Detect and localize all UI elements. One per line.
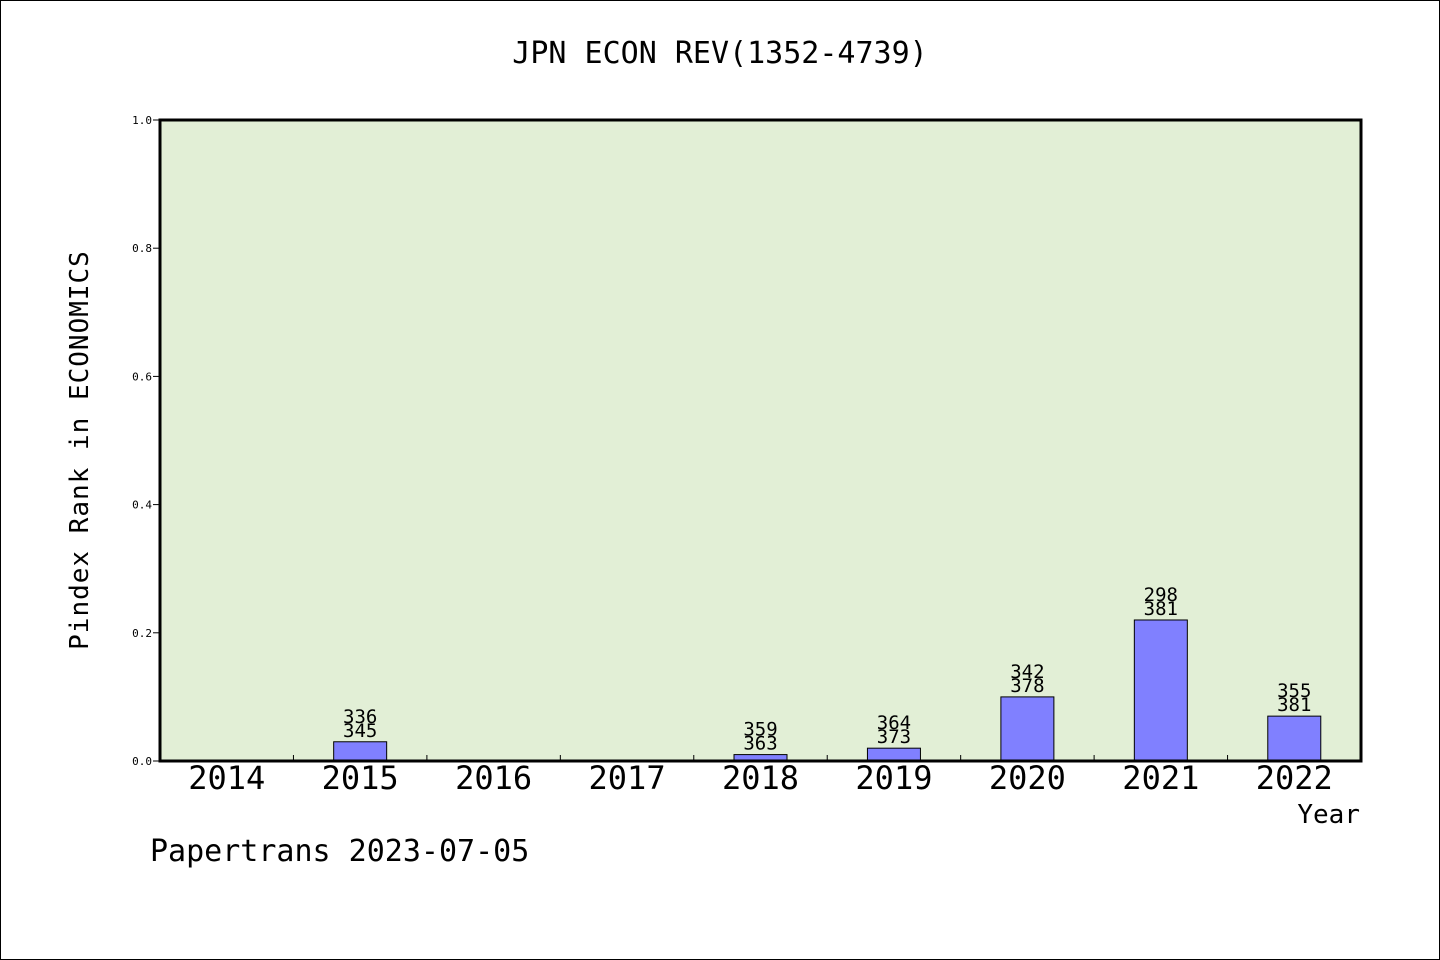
x-tick-label: 2018 [722,759,799,797]
bar-label-top: 359 [743,719,777,741]
x-tick-label: 2014 [188,759,265,797]
chart-title: JPN ECON REV(1352-4739) [512,36,928,71]
x-axis-label: Year [1297,800,1360,830]
x-tick-label: 2020 [989,759,1066,797]
y-tick-label: 0.0 [132,755,152,768]
bar-label-top: 298 [1144,584,1178,606]
bar-label-bottom: 363 [743,733,777,755]
bar [1000,696,1055,762]
bar [1267,715,1322,762]
bar-label-bottom: 381 [1144,598,1178,620]
x-tick-label: 2022 [1256,759,1333,797]
bar-label-bottom: 378 [1010,675,1044,697]
bar-label-bottom: 345 [343,720,377,742]
y-tick-label: 0.6 [132,370,152,383]
y-tick-label: 0.2 [132,627,152,640]
x-tick-label: 2019 [855,759,932,797]
bar-label-bottom: 381 [1277,694,1311,716]
plot-border [158,118,1363,763]
y-tick-label: 1.0 [132,114,152,127]
bar-label-top: 355 [1277,680,1311,702]
x-tick-label: 2015 [322,759,399,797]
bar-label-top: 364 [877,712,911,734]
footer-credit: Papertrans 2023-07-05 [150,834,530,869]
bar-label-bottom: 373 [877,726,911,748]
x-tick-label: 2016 [455,759,532,797]
bar-label-top: 336 [343,706,377,728]
y-tick-label: 0.8 [132,242,152,255]
x-tick-label: 2017 [589,759,666,797]
y-tick-label: 0.4 [132,499,152,512]
bar-label-top: 342 [1010,661,1044,683]
bar [1133,619,1188,762]
x-tick-label: 2021 [1122,759,1199,797]
